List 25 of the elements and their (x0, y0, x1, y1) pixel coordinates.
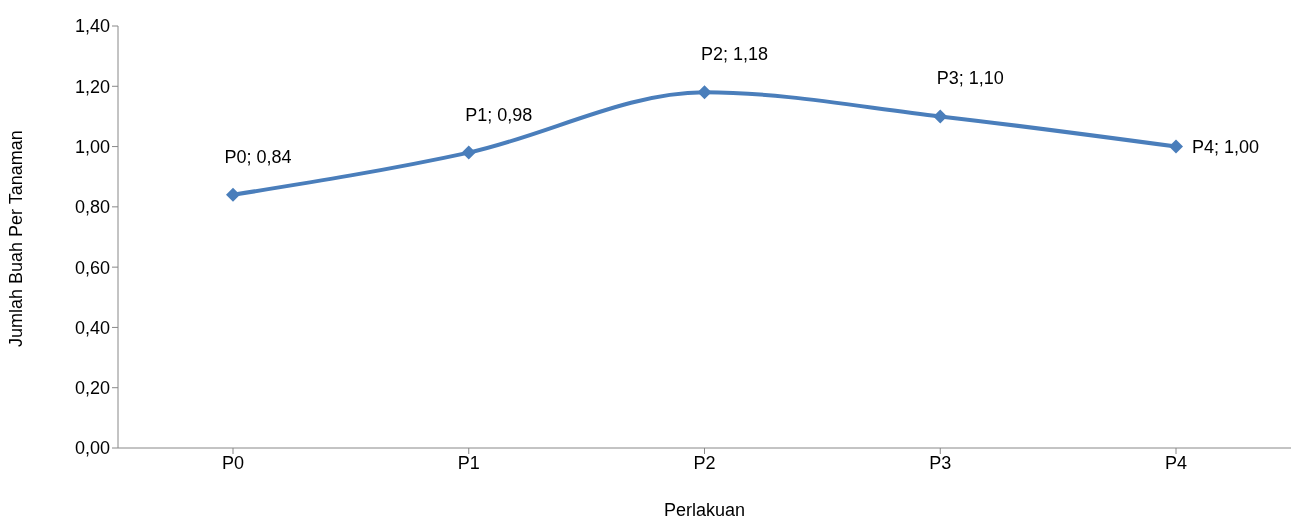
point (1169, 139, 1183, 154)
y-tick-label: 0,60 (74, 257, 110, 278)
point (461, 145, 476, 160)
y-tick-label: 0,40 (74, 317, 110, 338)
point (933, 109, 948, 124)
data-label: P2; 1,18 (700, 44, 769, 65)
data-label: P4; 1,00 (1192, 136, 1260, 157)
x-tick-label: P3 (929, 452, 952, 473)
x-tick-label: P0 (221, 452, 245, 473)
x-axis-title: Perlakuan (663, 500, 746, 520)
y-tick-label: 1,40 (74, 16, 110, 37)
y-tick-label: 0,00 (74, 438, 110, 459)
data-label: P1; 0,98 (465, 104, 533, 125)
y-tick-label: 0,80 (74, 197, 110, 218)
point (697, 85, 712, 100)
y-tick-label: 1,20 (74, 76, 110, 97)
x-tick-label: P4 (1164, 452, 1188, 473)
x-tick-label: P1 (457, 452, 480, 473)
data-label: P3; 1,10 (936, 68, 1004, 89)
data-label: P0; 0,84 (224, 146, 292, 167)
x-tick-label: P2 (693, 452, 716, 473)
y-tick-label: 0,20 (74, 378, 110, 399)
y-tick-label: 1,00 (74, 136, 110, 157)
point (226, 187, 240, 202)
y-axis-title: Jumlah Buah Per Tanaman (6, 130, 27, 347)
